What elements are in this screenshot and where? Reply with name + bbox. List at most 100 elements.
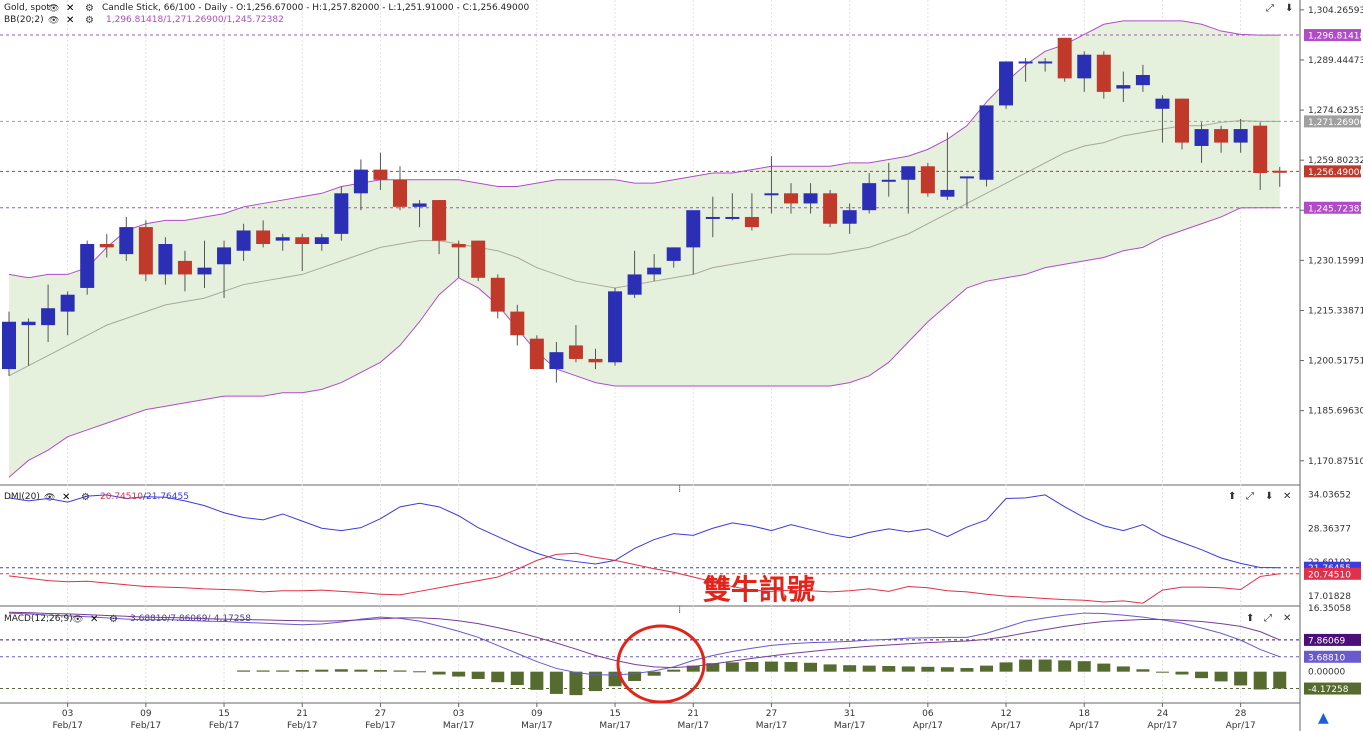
- dmi-axis-label: 17.01828: [1308, 592, 1351, 602]
- macd-signal-line: [8, 611, 1280, 669]
- macd-histogram-bar: [393, 670, 407, 672]
- close-icon[interactable]: ✕: [66, 15, 74, 26]
- panel-resize-handle-1[interactable]: ⁞: [678, 484, 681, 495]
- macd-histogram-bar: [647, 671, 661, 676]
- candle-bullish: [627, 274, 642, 295]
- macd-histogram-bar: [745, 661, 759, 672]
- candle-bullish: [41, 308, 56, 326]
- visibility-eye-icon[interactable]: 👁: [72, 615, 83, 625]
- macd-line: [8, 612, 1280, 676]
- time-axis-month-label: Apr/17: [1147, 721, 1177, 731]
- macd-histogram-bar: [1273, 671, 1287, 689]
- time-axis-day-label: 09: [140, 709, 152, 719]
- dmi-panel-controls: ⬆ ⤢ ⬇ ✕: [1228, 491, 1291, 502]
- candle-bearish: [568, 345, 583, 359]
- candle-bullish: [21, 321, 36, 326]
- price-axis-label: 1,274.62353: [1308, 106, 1363, 116]
- gear-icon[interactable]: ⚙: [85, 15, 94, 26]
- time-axis-day-label: 21: [297, 709, 308, 719]
- macd-histogram-bar: [1214, 671, 1228, 682]
- candle-bullish: [764, 193, 779, 196]
- macd-header-controls: 👁 ✕ ⚙: [72, 614, 118, 625]
- close-icon[interactable]: ✕: [1283, 613, 1291, 624]
- close-icon[interactable]: ✕: [62, 492, 70, 503]
- visibility-eye-icon[interactable]: 👁: [44, 493, 55, 503]
- gear-icon[interactable]: ⚙: [109, 614, 118, 625]
- close-icon[interactable]: ✕: [66, 3, 74, 14]
- arrow-down-icon[interactable]: ⬇: [1285, 3, 1293, 14]
- dmi-title: DMI(20): [4, 492, 40, 502]
- candle-bearish: [471, 240, 486, 278]
- candle-bearish: [99, 244, 114, 248]
- bb-title: BB(20;2): [4, 15, 44, 25]
- value-badge-text: 1,245.72382: [1308, 204, 1363, 214]
- macd-panel: [0, 611, 1300, 696]
- time-axis-day-label: 27: [375, 709, 386, 719]
- macd-histogram-bar: [784, 661, 798, 672]
- candle-bullish: [334, 193, 349, 234]
- dmi-header-controls: 👁 ✕ ⚙: [44, 492, 90, 503]
- price-ohlc-info: Candle Stick, 66/100 - Daily - O:1,256.6…: [102, 3, 529, 13]
- macd-histogram-bar: [1155, 671, 1169, 673]
- candle-bearish: [1272, 170, 1287, 173]
- time-axis-month-label: Feb/17: [287, 721, 317, 731]
- visibility-eye-icon[interactable]: 👁: [48, 4, 59, 14]
- candle-bearish: [588, 358, 603, 363]
- candle-bullish: [803, 193, 818, 204]
- badge-layer: 1,296.81418 1,271.26900 1,256.49000 1,245.7…: [1304, 29, 1363, 695]
- close-icon[interactable]: ✕: [1283, 491, 1291, 502]
- dmi-value-minus: 20.74510: [100, 492, 143, 502]
- candle-bullish: [705, 216, 720, 219]
- maximize-icon[interactable]: ⤢: [1264, 613, 1272, 624]
- candle-bullish: [862, 183, 877, 211]
- macd-values: 3.68810/7.86069/-4.17258: [130, 614, 251, 624]
- panel-resize-handle-2[interactable]: ⁞: [678, 605, 681, 616]
- macd-histogram-bar: [256, 670, 270, 672]
- candle-bullish: [1194, 129, 1209, 146]
- price-axis-label: 1,170.87510: [1308, 457, 1363, 467]
- macd-histogram-bar: [706, 663, 720, 672]
- candle-bullish: [1155, 98, 1170, 109]
- candle-bullish: [197, 267, 212, 275]
- time-axis-month-label: Feb/17: [209, 721, 239, 731]
- time-axis-day-label: 03: [453, 709, 464, 719]
- dmi-value-separator: /: [143, 492, 147, 502]
- candle-bullish: [1038, 61, 1053, 64]
- value-badge-text: 20.74510: [1308, 570, 1351, 580]
- maximize-icon[interactable]: ⤢: [1246, 491, 1254, 502]
- macd-histogram-bar: [960, 668, 974, 672]
- candle-bullish: [60, 294, 75, 312]
- dmi-minus-di-line: [8, 552, 1280, 604]
- bb-header-controls: 👁 ✕ ⚙: [48, 15, 94, 26]
- candle-bullish: [236, 230, 251, 251]
- price-axis-label: 1,200.51751: [1308, 357, 1363, 367]
- macd-histogram-bar: [491, 671, 505, 683]
- macd-axis-label: 0.00000: [1308, 668, 1345, 678]
- close-icon[interactable]: ✕: [90, 614, 98, 625]
- candle-bullish: [217, 247, 232, 265]
- candle-bearish: [510, 311, 525, 336]
- gear-icon[interactable]: ⚙: [85, 3, 94, 14]
- value-badge: [1304, 29, 1361, 42]
- candle-bearish: [432, 200, 447, 241]
- macd-histogram-bar: [471, 671, 485, 679]
- maximize-icon[interactable]: ⤢: [1266, 3, 1274, 14]
- scroll-up-icon[interactable]: ▲: [1318, 710, 1329, 726]
- macd-histogram-bar: [804, 662, 818, 672]
- candle-bearish: [1214, 129, 1229, 143]
- arrow-down-icon[interactable]: ⬇: [1265, 491, 1273, 502]
- value-badge: [1304, 633, 1361, 646]
- arrow-up-icon[interactable]: ⬆: [1228, 491, 1236, 502]
- visibility-eye-icon[interactable]: 👁: [48, 16, 59, 26]
- candle-bullish: [80, 244, 95, 288]
- candle-bearish: [490, 277, 505, 312]
- macd-histogram-bar: [1097, 663, 1111, 672]
- arrow-up-icon[interactable]: ⬆: [1246, 613, 1254, 624]
- time-axis-month-label: Mar/17: [521, 721, 552, 731]
- dmi-axis-label: 16.35058: [1308, 604, 1351, 614]
- time-axis-month-label: Mar/17: [443, 721, 474, 731]
- macd-histogram-bar: [999, 662, 1013, 672]
- double-bull-signal-annotation: 雙牛訊號: [703, 573, 815, 606]
- macd-histogram-bar: [1234, 671, 1248, 686]
- gear-icon[interactable]: ⚙: [81, 492, 90, 503]
